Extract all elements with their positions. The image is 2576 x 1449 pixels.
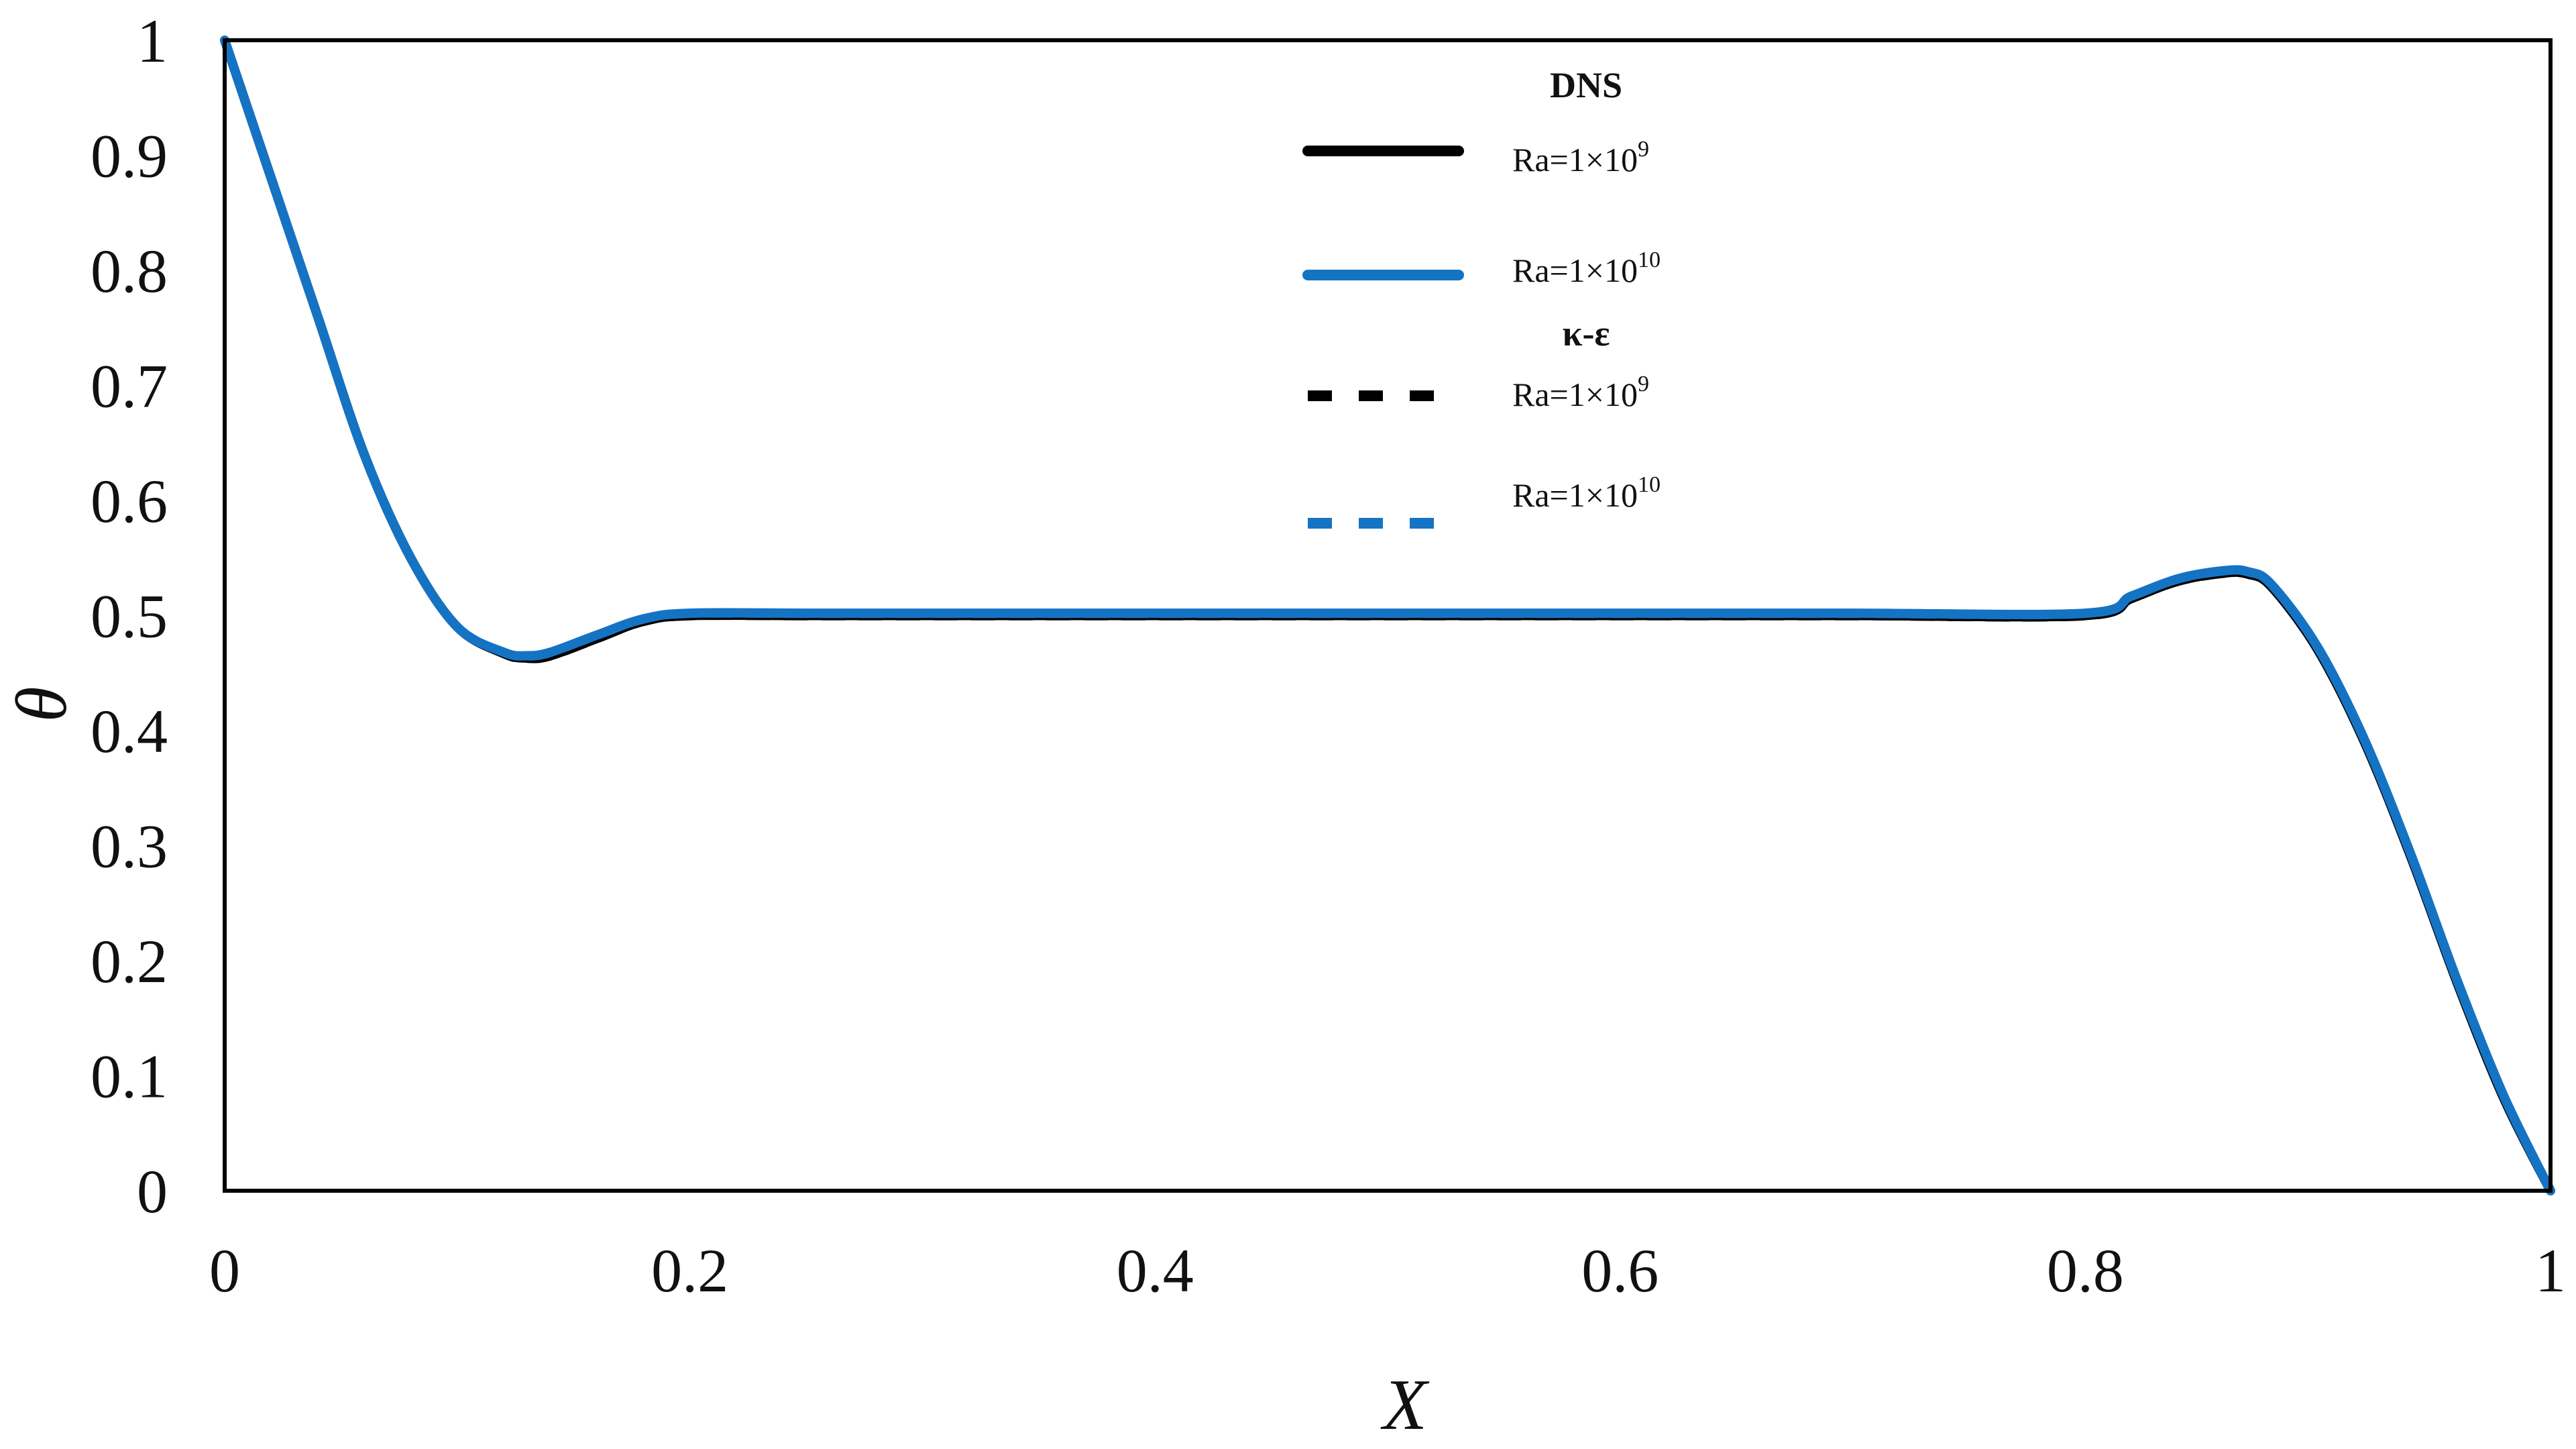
legend-label: Ra=1×109: [1512, 137, 1649, 178]
y-tick-label: 0.6: [91, 467, 168, 535]
legend-label-base: Ra=1×10: [1512, 376, 1638, 413]
legend-label: Ra=1×109: [1512, 372, 1649, 413]
y-tick-label: 0.9: [91, 122, 168, 191]
legend-label-base: Ra=1×10: [1512, 476, 1638, 514]
legend-label-exponent: 9: [1638, 137, 1649, 162]
legend-group-title: κ-ε: [1562, 313, 1610, 354]
y-tick-label: 0.7: [91, 352, 168, 421]
legend-label: Ra=1×1010: [1512, 472, 1661, 514]
legend-label-exponent: 10: [1638, 248, 1661, 272]
legend-label-exponent: 9: [1638, 372, 1649, 396]
series-line-kepsilon-3: [221, 36, 2555, 1195]
legend-label-exponent: 10: [1638, 472, 1661, 497]
x-axis-title: X: [1380, 1365, 1430, 1445]
y-tick-label: 0.1: [91, 1042, 168, 1111]
y-axis-ticks: 0 0.1 0.2 0.3 0.4 0.5 0.6 0.7 0.8 0.9 1: [91, 7, 168, 1226]
y-tick-label: 0: [137, 1157, 168, 1226]
plot-area-frame: [223, 38, 2553, 1193]
series-layer: [220, 36, 2555, 1195]
x-tick-label: 0: [209, 1236, 240, 1305]
y-tick-label: 0.4: [91, 697, 168, 765]
y-tick-label: 1: [137, 7, 168, 75]
y-tick-label: 0.3: [91, 812, 168, 881]
y-tick-label: 0.8: [91, 237, 168, 305]
y-tick-label: 0.5: [91, 582, 168, 651]
legend-label-base: Ra=1×10: [1512, 252, 1638, 289]
legend-label-base: Ra=1×10: [1512, 141, 1638, 178]
x-tick-label: 0.2: [651, 1236, 728, 1305]
y-axis-title: θ: [2, 686, 82, 722]
y-tick-label: 0.2: [91, 927, 168, 996]
x-tick-label: 0.6: [1581, 1236, 1659, 1305]
x-tick-label: 0.4: [1117, 1236, 1194, 1305]
x-tick-label: 0.8: [2047, 1236, 2124, 1305]
legend-group-title: DNS: [1550, 65, 1622, 105]
x-tick-label: 1: [2535, 1236, 2566, 1305]
legend-label: Ra=1×1010: [1512, 248, 1661, 289]
x-axis-ticks: 0 0.2 0.4 0.6 0.8 1: [209, 1236, 2566, 1305]
